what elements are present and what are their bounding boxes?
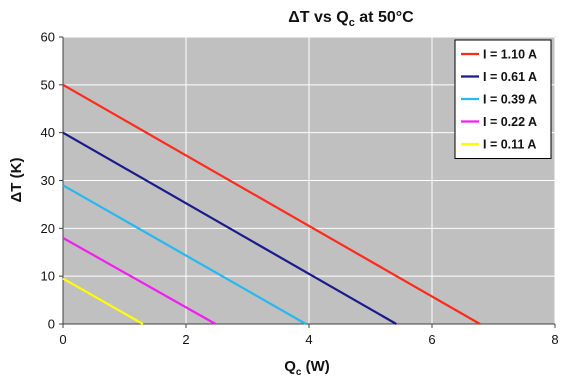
series-line-4: [62, 236, 217, 325]
chart-title-main: ΔT vs Q: [288, 9, 348, 26]
x-tick-label: 2: [182, 332, 189, 347]
gridlines: [62, 36, 556, 325]
x-axis-label-rest: (W): [301, 358, 329, 375]
y-tick-label: 30: [41, 173, 55, 188]
y-tick-label: 50: [41, 77, 55, 92]
y-tick-label: 0: [48, 317, 55, 332]
series-line-5: [62, 277, 144, 325]
y-axis-label: ΔT (K): [8, 158, 25, 203]
legend-label-4: I = 0.22 A: [483, 115, 537, 129]
legend: I = 1.10 A I = 0.61 A I = 0.39 A I = 0.22 A…: [454, 39, 552, 159]
x-axis-label-subscript: c: [296, 367, 302, 378]
chart-title: ΔT vs Qc at 50°C: [288, 9, 414, 29]
x-tick-label: 8: [551, 332, 558, 347]
chart-title-rest: at 50°C: [355, 9, 414, 26]
x-axis-label-main: Q: [284, 358, 296, 375]
series-line-1: [62, 83, 481, 325]
x-tick-label: 0: [59, 332, 66, 347]
legend-label-1: I = 1.10 A: [483, 48, 537, 62]
y-tick-label: 60: [41, 30, 55, 45]
legend-label-3: I = 0.39 A: [483, 93, 537, 107]
chart-title-subscript: c: [349, 17, 355, 29]
x-tick-label: 4: [305, 332, 312, 347]
series-line-3: [62, 184, 307, 325]
tick-labels: 0 10 20 30 40 50 60 0 2 4 6 8: [41, 30, 559, 348]
y-tick-label: 10: [41, 269, 55, 284]
legend-label-5: I = 0.11 A: [483, 138, 536, 152]
series-line-2: [62, 131, 397, 325]
series-lines: [62, 83, 481, 325]
x-axis-label: Qc (W): [284, 358, 330, 378]
y-tick-label: 40: [41, 125, 55, 140]
legend-label-2: I = 0.61 A: [483, 70, 537, 84]
x-tick-label: 6: [428, 332, 435, 347]
y-tick-label: 20: [41, 221, 55, 236]
